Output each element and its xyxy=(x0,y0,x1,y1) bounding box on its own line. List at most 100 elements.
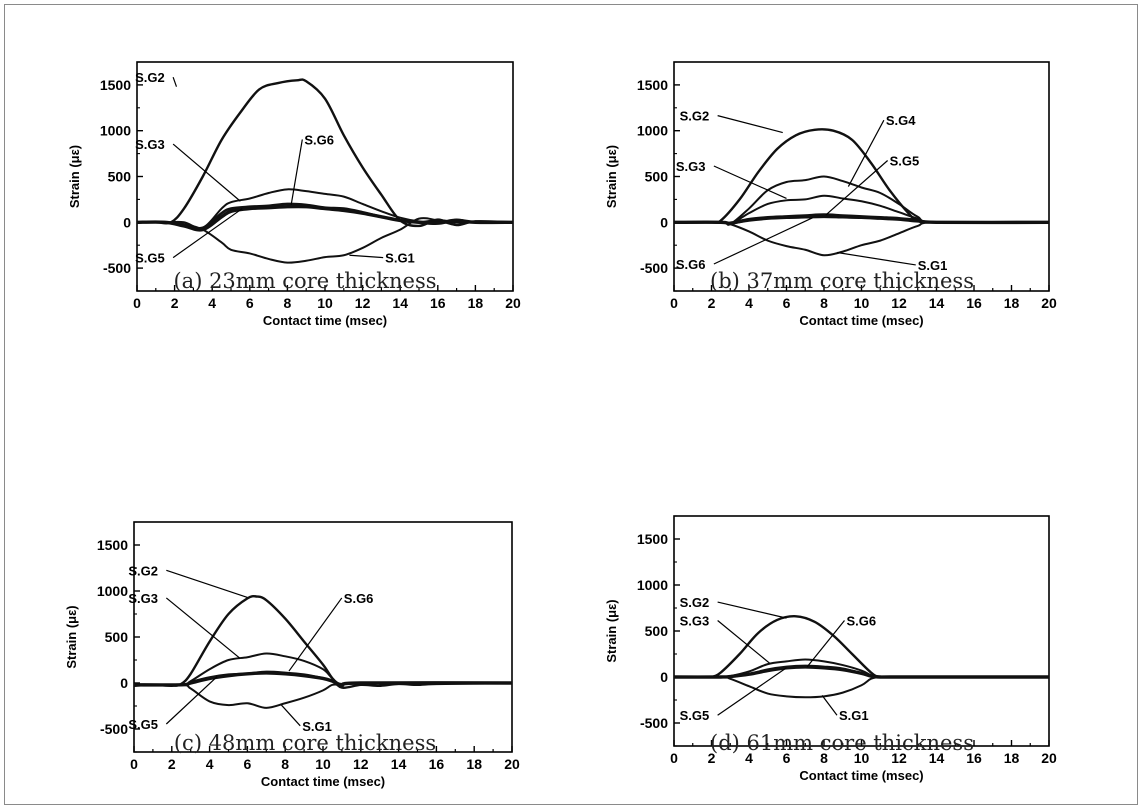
annotation-sg2: S.G2 xyxy=(680,109,710,124)
annotation-sg6: S.G6 xyxy=(304,132,334,147)
x-tick-label: 10 xyxy=(854,295,870,311)
x-tick-label: 8 xyxy=(820,295,828,311)
y-tick-label: 1000 xyxy=(97,583,128,599)
x-tick-label: 4 xyxy=(745,295,753,311)
x-tick-label: 10 xyxy=(315,756,331,772)
chart-a: 0 2 4 6 8 10 12 14 16 18 20 -500 0 500 1000 1500 Contact… xyxy=(67,61,521,328)
x-tick-label: 2 xyxy=(168,756,176,772)
annotation-leader xyxy=(847,119,885,187)
y-tick-label: -500 xyxy=(640,715,668,731)
annotation-leader xyxy=(806,620,845,668)
series-line-sg1 xyxy=(136,217,514,264)
series-line-sg1 xyxy=(673,221,1050,257)
x-tick-label: 0 xyxy=(130,756,138,772)
x-tick-label: 18 xyxy=(1004,295,1020,311)
annotation-leader xyxy=(717,667,787,716)
annotation-sg5: S.G5 xyxy=(890,154,920,169)
annotation-sg1: S.G1 xyxy=(918,258,948,273)
x-tick-label: 20 xyxy=(504,756,520,772)
annotation-leader xyxy=(825,160,889,216)
annotation-sg2: S.G2 xyxy=(680,595,710,610)
y-axis-label: Strain (με) xyxy=(604,599,619,662)
y-axis-label: Strain (με) xyxy=(67,145,82,208)
annotation-leader xyxy=(172,76,178,87)
annotation-sg1: S.G1 xyxy=(839,708,869,723)
x-axis-label: Contact time (msec) xyxy=(261,774,385,789)
x-tick-label: 12 xyxy=(353,756,369,772)
caption-b: (b) 37mm core thickness xyxy=(710,269,974,293)
annotation-leader xyxy=(290,139,303,205)
annotation-sg1: S.G1 xyxy=(302,719,332,734)
annotation-leader xyxy=(166,569,248,599)
annotation-sg5: S.G5 xyxy=(680,708,710,723)
y-axis-label: Strain (με) xyxy=(604,145,619,208)
annotation-sg5: S.G5 xyxy=(128,717,158,732)
x-axis-label: Contact time (msec) xyxy=(263,313,387,328)
annotation-sg3: S.G3 xyxy=(128,591,158,606)
annotation-sg5: S.G5 xyxy=(135,251,165,266)
x-tick-label: 6 xyxy=(783,750,791,766)
annotation-sg2: S.G2 xyxy=(128,563,158,578)
y-tick-label: -500 xyxy=(100,721,128,737)
annotation-leader xyxy=(280,704,301,727)
series-line-sg2 xyxy=(133,594,513,689)
x-axis-label: Contact time (msec) xyxy=(799,313,923,328)
x-tick-label: 18 xyxy=(466,756,482,772)
annotation-sg4: S.G4 xyxy=(886,113,916,128)
x-tick-label: 0 xyxy=(133,295,141,311)
x-tick-label: 2 xyxy=(171,295,179,311)
y-tick-label: 1500 xyxy=(100,77,131,93)
series-line-sg5 xyxy=(136,204,514,232)
x-tick-label: 16 xyxy=(966,750,982,766)
annotation-sg3: S.G3 xyxy=(135,137,165,152)
chart-c: 0 2 4 6 8 10 12 14 16 18 20 -500 0 500 1000 1500 Contact… xyxy=(64,521,520,789)
y-tick-label: 1000 xyxy=(100,123,131,139)
annotation-leader xyxy=(172,143,241,202)
annotation-leader xyxy=(821,695,838,716)
x-tick-label: 14 xyxy=(392,295,408,311)
series-line-sg1 xyxy=(673,675,1049,699)
chart-d: 0 2 4 6 8 10 12 14 16 18 20 -500 0 500 1000 1500 Contact… xyxy=(604,515,1057,783)
x-tick-label: 12 xyxy=(891,295,907,311)
annotation-sg6: S.G6 xyxy=(344,591,374,606)
annotation-sg3: S.G3 xyxy=(676,159,706,174)
annotation-leader xyxy=(713,165,787,200)
annotation-leader xyxy=(172,208,243,259)
x-tick-label: 6 xyxy=(783,295,791,311)
x-axis-label: Contact time (msec) xyxy=(799,768,923,783)
series-line-sg6 xyxy=(673,215,1050,225)
y-tick-label: 500 xyxy=(108,169,132,185)
x-tick-label: 0 xyxy=(670,295,678,311)
annotation-sg1: S.G1 xyxy=(385,251,415,266)
series-line-sg5 xyxy=(673,665,1049,679)
x-tick-label: 20 xyxy=(505,295,521,311)
plot-frame xyxy=(133,521,513,753)
x-tick-label: 16 xyxy=(429,756,445,772)
series-line-sg1 xyxy=(133,681,513,709)
y-tick-label: 500 xyxy=(105,629,129,645)
series-line-sg2 xyxy=(137,78,514,228)
annotation-leader xyxy=(165,597,241,659)
annotation-leader xyxy=(717,115,783,134)
series-line-sg3 xyxy=(133,652,513,687)
annotation-leader xyxy=(349,254,384,259)
y-tick-label: 1000 xyxy=(637,123,668,139)
x-tick-label: 20 xyxy=(1041,750,1057,766)
annotation-leader xyxy=(165,676,218,725)
y-tick-label: 0 xyxy=(660,669,668,685)
caption-a: (a) 23mm core thickness xyxy=(173,269,437,293)
y-tick-label: 0 xyxy=(660,214,668,230)
x-tick-label: 12 xyxy=(355,295,371,311)
y-tick-label: 500 xyxy=(645,623,669,639)
y-tick-label: 1500 xyxy=(637,77,668,93)
x-tick-label: 12 xyxy=(891,750,907,766)
y-tick-label: 1500 xyxy=(637,531,668,547)
y-tick-label: -500 xyxy=(103,260,131,276)
x-tick-label: 18 xyxy=(1004,750,1020,766)
x-tick-label: 14 xyxy=(391,756,407,772)
annotation-leader xyxy=(717,620,771,664)
y-tick-label: -500 xyxy=(640,260,668,276)
x-tick-label: 6 xyxy=(244,756,252,772)
series-line-sg2 xyxy=(673,128,1050,224)
annotation-leader xyxy=(288,597,343,672)
